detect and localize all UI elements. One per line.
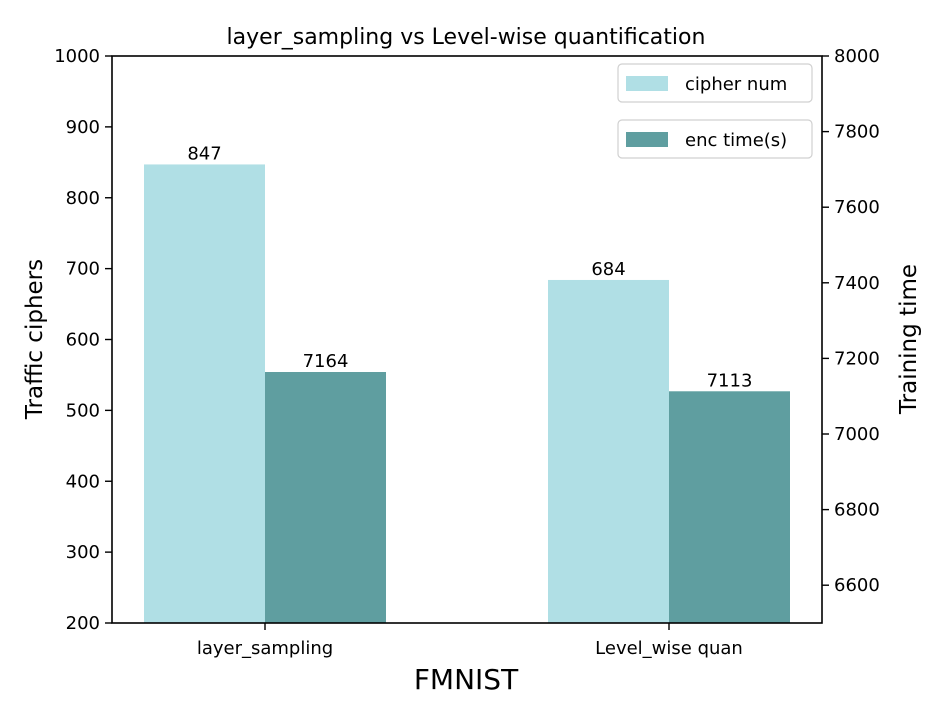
left-tick-label: 300 bbox=[66, 542, 100, 563]
bar-value-label: 847 bbox=[187, 143, 221, 164]
left-axis-ticks: 200 300 400 500 600 700 800 900 1000 bbox=[54, 46, 112, 634]
right-tick-label: 6600 bbox=[834, 575, 880, 596]
legend-swatch bbox=[626, 76, 668, 91]
bar-enc-time bbox=[265, 372, 386, 623]
bar-value-label: 7113 bbox=[707, 370, 753, 391]
legend-swatch bbox=[626, 132, 668, 147]
x-axis-label: FMNIST bbox=[414, 663, 519, 696]
left-tick-label: 800 bbox=[66, 188, 100, 209]
left-tick-label: 900 bbox=[66, 117, 100, 138]
left-tick-label: 1000 bbox=[54, 46, 100, 67]
right-tick-label: 7800 bbox=[834, 122, 880, 143]
left-tick-label: 200 bbox=[66, 613, 100, 634]
legend-entry-label: enc time(s) bbox=[685, 130, 787, 151]
category-labels: layer_sampling Level_wise quan bbox=[197, 623, 743, 659]
right-axis-label: Training time bbox=[896, 264, 922, 415]
left-axis-label: Traffic ciphers bbox=[22, 259, 48, 420]
category-label: layer_sampling bbox=[197, 638, 333, 659]
bar-cipher-num bbox=[548, 279, 669, 623]
left-tick-label: 500 bbox=[66, 400, 100, 421]
bars bbox=[144, 164, 790, 623]
right-tick-label: 7600 bbox=[834, 197, 880, 218]
legend-entry-label: cipher num bbox=[685, 74, 787, 95]
category-label: Level_wise quan bbox=[595, 638, 743, 659]
left-tick-label: 600 bbox=[66, 330, 100, 351]
right-tick-label: 7200 bbox=[834, 348, 880, 369]
legend: cipher num enc time(s) bbox=[617, 63, 813, 159]
left-tick-label: 400 bbox=[66, 471, 100, 492]
plot-frame bbox=[111, 55, 823, 624]
chart-title: layer_sampling vs Level-wise quantificat… bbox=[227, 25, 706, 50]
bar-enc-time bbox=[669, 391, 790, 623]
right-tick-label: 6800 bbox=[834, 500, 880, 521]
bar-value-label: 684 bbox=[591, 259, 625, 280]
legend-box bbox=[617, 119, 813, 159]
right-tick-label: 7000 bbox=[834, 424, 880, 445]
left-tick-label: 700 bbox=[66, 259, 100, 280]
right-tick-label: 8000 bbox=[834, 46, 880, 67]
legend-box bbox=[617, 63, 813, 103]
bar-data-labels: 847 7164 684 7113 bbox=[187, 143, 752, 391]
right-tick-label: 7400 bbox=[834, 273, 880, 294]
bar-cipher-num bbox=[144, 164, 265, 623]
right-axis-ticks: 6600 6800 7000 7200 7400 7600 7800 8000 bbox=[822, 46, 880, 596]
bar-value-label: 7164 bbox=[303, 351, 349, 372]
